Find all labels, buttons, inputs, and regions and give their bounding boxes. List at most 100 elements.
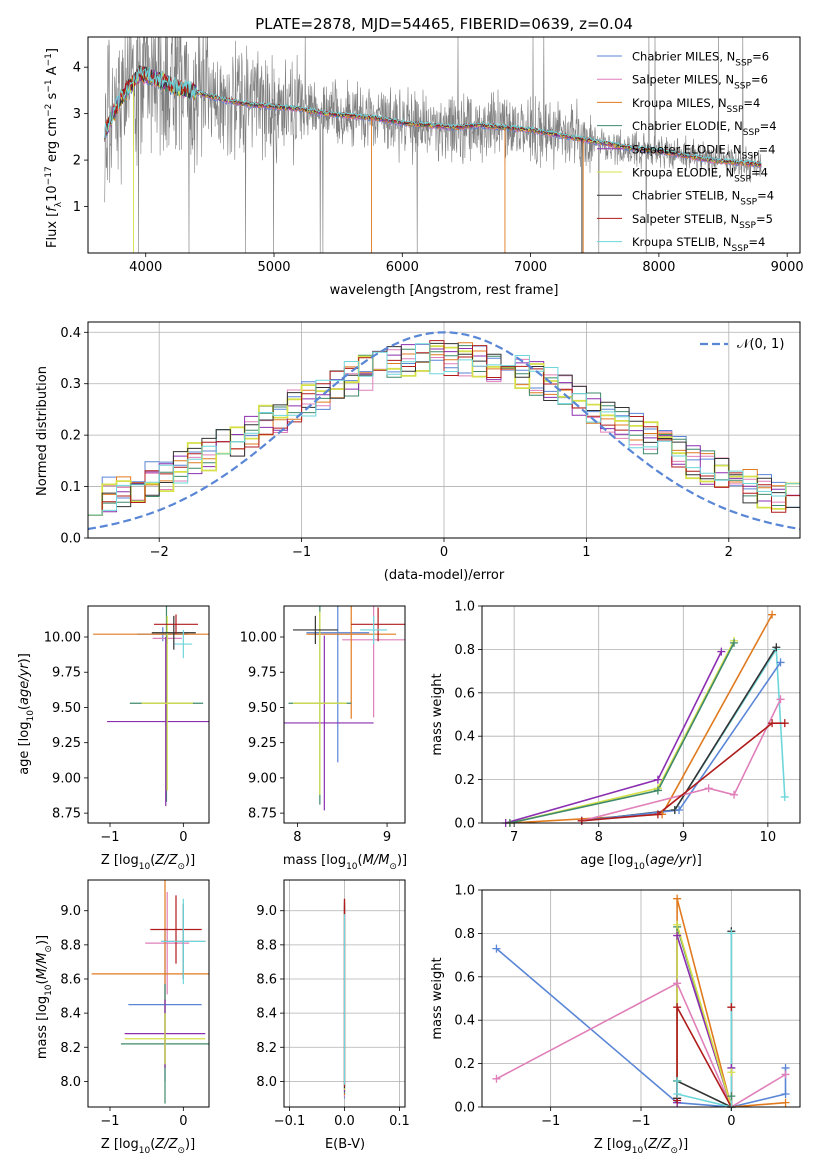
series-point	[673, 979, 682, 988]
series-point	[730, 638, 739, 647]
y-tick-label: 0.0	[454, 817, 475, 832]
series-point	[780, 719, 789, 728]
y-tick-label: 9.25	[52, 736, 81, 751]
plot-area	[93, 606, 209, 807]
x-tick-label: 7	[510, 830, 518, 845]
y-tick-label: 0.0	[454, 1101, 475, 1116]
x-tick-label: 0.0	[334, 1114, 355, 1129]
y-tick-label: 0.2	[60, 429, 81, 444]
x-axis-label: Z [log10(Z/Z⊙)]	[101, 853, 195, 872]
x-tick-label: 6000	[386, 260, 419, 275]
y-tick-label: 0.2	[454, 1057, 475, 1072]
chart-age_vs_Z: −1 0 8.75 9.00 9.25 9.50 9.75 10.00 Z [log10(Z/Z…	[17, 605, 210, 872]
model-spectrum-kroupa-stelib	[104, 66, 762, 165]
x-tick-label: 0	[179, 1114, 187, 1129]
y-tick-label: 0.0	[60, 532, 81, 547]
y-tick-label: 8.0	[256, 1075, 277, 1090]
x-tick-label: 9000	[771, 260, 804, 275]
plot-area	[91, 880, 209, 1104]
x-axis-label: wavelength [Angstrom, rest frame]	[330, 283, 559, 298]
series-point	[776, 695, 785, 704]
y-axis-label: Normed distribution	[35, 366, 50, 496]
legend-entry-chabrier-elodie: Chabrier ELODIE, NSSP=4	[632, 119, 777, 138]
series-line-chabrier-miles	[495, 947, 787, 1107]
y-tick-label: 8.8	[256, 938, 277, 953]
x-tick-label: −1	[292, 545, 311, 560]
x-tick-label: −2	[150, 545, 169, 560]
histogram-salpeter-stelib	[88, 340, 800, 516]
y-tick-label: 9.25	[248, 736, 277, 751]
axes-frame	[87, 605, 210, 824]
x-axis-label: Z [log10(Z/Z⊙)]	[101, 1137, 195, 1156]
x-tick-label: 5000	[257, 260, 290, 275]
x-tick-label: 0	[440, 545, 448, 560]
y-tick-label: 8.6	[60, 972, 81, 987]
y-tick-label: 8.0	[60, 1075, 81, 1090]
series-point	[492, 944, 501, 953]
x-tick-label: 8	[293, 830, 301, 845]
y-tick-label: 1.0	[454, 884, 475, 899]
y-tick-label: 4	[73, 61, 81, 76]
series-line-kroupa-stelib	[676, 933, 733, 1107]
chart-weight_vs_age: 7 8 9 10 0.0 0.2 0.4 0.6 0.8 1.0 mass weight age [l…	[430, 600, 801, 872]
y-tick-label: 0.1	[60, 480, 81, 495]
y-tick-label: 9.75	[52, 666, 81, 681]
y-tick-label: 1.0	[454, 600, 475, 615]
series-point	[717, 647, 726, 656]
series-point	[768, 719, 777, 728]
x-tick-label: 9	[679, 830, 687, 845]
y-tick-label: 9.75	[248, 666, 277, 681]
chart-residuals: −2 −1 0 1 2 0.0 0.1 0.2 0.3 0.4 (data-model)/error…	[35, 321, 801, 583]
chart-mass_vs_EBV: −0.1 0.0 0.1 8.0 8.2 8.4 8.6 8.8 9.0 E(B-V)	[256, 879, 410, 1152]
x-tick-label: 8000	[642, 260, 675, 275]
plot-area	[495, 898, 787, 1107]
y-tick-label: 0.6	[454, 686, 475, 701]
series-point	[727, 929, 736, 938]
series-point	[727, 1068, 736, 1077]
legend-entry-kroupa-elodie: Kroupa ELODIE, NSSP=4	[632, 166, 768, 185]
y-tick-label: 8.75	[248, 807, 277, 822]
x-tick-label: −1	[541, 1114, 560, 1129]
legend-entry-salpeter-miles: Salpeter MILES, NSSP=6	[632, 73, 768, 92]
chart-spectrum: 4000 5000 6000 7000 8000 9000 1 2 3 4 wavelength […	[44, 36, 804, 298]
plot-area	[88, 331, 800, 531]
y-tick-label: 9.50	[248, 701, 277, 716]
axes-frame	[87, 36, 801, 254]
y-tick-label: 8.2	[256, 1041, 277, 1056]
axes-frame	[481, 605, 801, 824]
x-tick-label: 0	[179, 830, 187, 845]
y-tick-label: 9.00	[52, 771, 81, 786]
series-point	[492, 1074, 501, 1083]
figure-title: PLATE=2878, MJD=54465, FIBERID=0639, z=0…	[255, 15, 633, 33]
series-point	[673, 1076, 682, 1085]
y-tick-label: 8.4	[256, 1007, 277, 1022]
series-point	[704, 784, 713, 793]
series-point	[781, 1089, 790, 1098]
x-tick-label: 8	[595, 830, 603, 845]
y-tick-label: 0.8	[454, 927, 475, 942]
x-axis-label: mass [log10(M/M⊙)]	[283, 853, 407, 872]
y-tick-label: 1	[73, 200, 81, 215]
y-tick-label: 3	[73, 107, 81, 122]
y-tick-label: 0.4	[60, 326, 81, 341]
series-point	[673, 931, 682, 940]
observed-spectrum-line	[104, 37, 762, 253]
x-tick-label: 0.1	[389, 1114, 410, 1129]
series-point	[768, 610, 777, 619]
y-axis-label: mass [log10(M/M⊙)]	[35, 935, 54, 1059]
y-tick-label: 9.50	[52, 701, 81, 716]
series-point	[673, 894, 682, 903]
axes-frame	[87, 879, 210, 1108]
x-tick-label: −1	[100, 1114, 119, 1129]
y-tick-label: 8.4	[60, 1007, 81, 1022]
y-tick-label: 8.6	[256, 972, 277, 987]
series-point	[653, 810, 662, 819]
x-tick-label: 0	[727, 1114, 735, 1129]
chart-age_vs_mass: 8 9 8.75 9.00 9.25 9.50 9.75 10.00 mass [log10(M…	[240, 605, 407, 872]
series-point	[781, 1098, 790, 1107]
x-tick-label: −1	[100, 830, 119, 845]
y-tick-label: 10.00	[240, 631, 277, 646]
chart-weight_vs_Z: −1 −1 0 0.0 0.2 0.4 0.6 0.8 1.0 mass weight Z [log…	[430, 884, 801, 1156]
x-tick-label: −1	[631, 1114, 650, 1129]
